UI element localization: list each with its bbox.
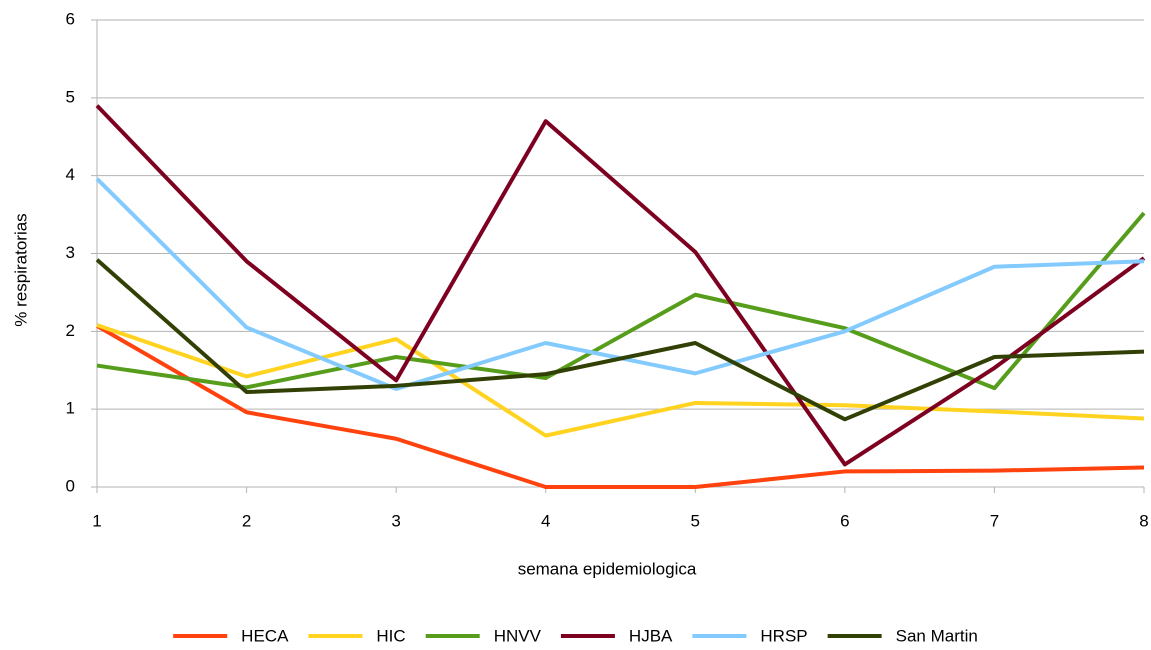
legend-label: San Martin xyxy=(896,626,978,645)
legend-label: HNVV xyxy=(494,626,542,645)
series-line xyxy=(95,104,1146,467)
series-line xyxy=(96,211,1146,391)
y-tick-label: 1 xyxy=(66,399,75,418)
y-tick-label: 0 xyxy=(66,476,75,495)
legend-label: HECA xyxy=(241,626,289,645)
legend-label: HJBA xyxy=(629,626,673,645)
x-tick-label: 8 xyxy=(1139,511,1148,530)
x-tick-label: 1 xyxy=(92,511,101,530)
y-tick-label: 4 xyxy=(66,165,75,184)
x-tick-label: 2 xyxy=(242,511,251,530)
legend-label: HIC xyxy=(376,626,405,645)
x-tick-label: 7 xyxy=(990,511,999,530)
x-tick-label: 4 xyxy=(541,511,550,530)
y-tick-label: 5 xyxy=(66,87,75,106)
series-line xyxy=(95,258,1145,422)
y-axis-label: % respiratorias xyxy=(11,213,30,326)
legend-label: HRSP xyxy=(760,626,807,645)
y-tick-label: 6 xyxy=(66,9,75,28)
x-tick-label: 3 xyxy=(391,511,400,530)
y-tick-label: 3 xyxy=(66,243,75,262)
x-tick-label: 5 xyxy=(691,511,700,530)
series-line xyxy=(96,323,1145,438)
x-axis-label: semana epidemiologica xyxy=(518,559,697,578)
series-line xyxy=(95,324,1145,489)
y-tick-label: 2 xyxy=(66,321,75,340)
x-tick-label: 6 xyxy=(840,511,849,530)
